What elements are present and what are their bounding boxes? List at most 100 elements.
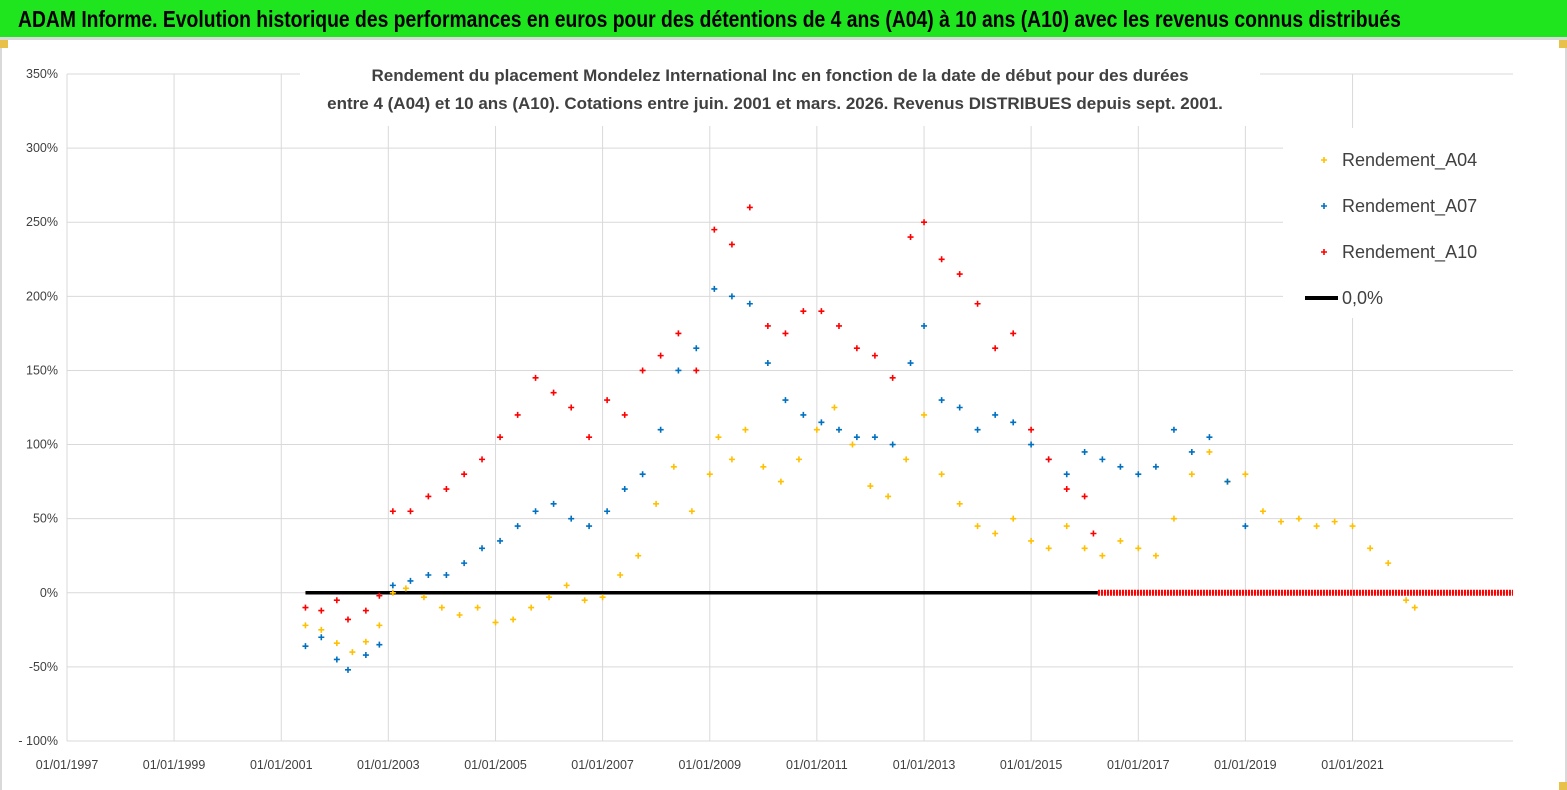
legend-marker [1321, 249, 1327, 255]
data-point [639, 367, 646, 374]
data-point [510, 616, 517, 623]
data-point [443, 486, 450, 493]
data-point [853, 434, 860, 441]
data-point [1045, 545, 1052, 552]
data-point [1188, 448, 1195, 455]
data-point [800, 308, 807, 315]
data-point [1188, 471, 1195, 478]
y-tick-label: 50% [33, 512, 58, 526]
chart-corner-handle[interactable] [0, 40, 8, 48]
data-point [1063, 471, 1070, 478]
x-tick-label: 01/01/2009 [678, 758, 741, 772]
data-point [514, 411, 521, 418]
chart-legend: Rendement_A04 Rendement_A07 Rendement_A10 0… [1283, 128, 1513, 318]
data-point [657, 352, 664, 359]
data-point [675, 330, 682, 337]
data-point [389, 582, 396, 589]
data-point [867, 483, 874, 490]
data-point [889, 441, 896, 448]
y-tick-label: 350% [26, 67, 58, 81]
data-point [800, 411, 807, 418]
data-point [1010, 419, 1017, 426]
data-point [1081, 545, 1088, 552]
y-tick-label: 100% [26, 438, 58, 452]
data-point [1385, 560, 1392, 567]
data-point [795, 456, 802, 463]
x-tick-label: 01/01/2011 [786, 758, 848, 772]
data-point [746, 300, 753, 307]
y-axis: - 100% -50% 0% 50% 100% 150% 200% 250% 300% 350% [18, 67, 58, 748]
series-rendement-a10 [302, 204, 1097, 623]
data-point [1063, 523, 1070, 530]
x-tick-label: 01/01/2019 [1214, 758, 1277, 772]
data-point [550, 389, 557, 396]
data-point [402, 585, 409, 592]
data-point [956, 404, 963, 411]
data-point [599, 594, 606, 601]
data-point [389, 589, 396, 596]
data-point [389, 508, 396, 515]
data-point [670, 463, 677, 470]
data-point [581, 597, 588, 604]
x-tick-label: 01/01/1999 [143, 758, 206, 772]
data-point [728, 456, 735, 463]
data-point [1081, 493, 1088, 500]
data-point [992, 530, 999, 537]
data-point [443, 571, 450, 578]
report-banner: ADAM Informe. Evolution historique des p… [0, 0, 1567, 40]
y-tick-label: 200% [26, 289, 58, 303]
data-point [333, 597, 340, 604]
data-point [706, 471, 713, 478]
data-point [777, 478, 784, 485]
x-tick-label: 01/01/2005 [464, 758, 527, 772]
data-point [420, 594, 427, 601]
data-point [653, 500, 660, 507]
data-point [639, 471, 646, 478]
data-point [1152, 463, 1159, 470]
data-point [1090, 530, 1097, 537]
data-point [617, 571, 624, 578]
y-tick-label: 0% [40, 586, 58, 600]
data-point [992, 345, 999, 352]
data-point [344, 616, 351, 623]
data-point [546, 594, 553, 601]
data-point [782, 397, 789, 404]
data-point [849, 441, 856, 448]
data-point [1224, 478, 1231, 485]
y-tick-label: - 100% [18, 734, 58, 748]
data-point [1117, 537, 1124, 544]
data-point [921, 411, 928, 418]
data-point [938, 256, 945, 263]
data-point [818, 308, 825, 315]
data-point [532, 508, 539, 515]
chart-corner-handle[interactable] [1559, 782, 1567, 790]
data-point [532, 374, 539, 381]
data-point [1010, 515, 1017, 522]
data-point [407, 508, 414, 515]
data-point [568, 515, 575, 522]
data-point [907, 234, 914, 241]
data-point [550, 500, 557, 507]
data-point [760, 463, 767, 470]
data-point [907, 360, 914, 367]
data-point [568, 404, 575, 411]
x-tick-label: 01/01/2015 [1000, 758, 1063, 772]
data-point [1099, 552, 1106, 559]
data-point [742, 426, 749, 433]
series-rendement-a04 [302, 404, 1418, 656]
legend-marker [1321, 157, 1327, 163]
data-point [921, 219, 928, 226]
chart-title-line2: entre 4 (A04) et 10 ans (A10). Cotations… [327, 94, 1223, 113]
data-point [492, 619, 499, 626]
data-point [349, 649, 356, 656]
chart-corner-handle[interactable] [1559, 40, 1567, 48]
data-point [956, 271, 963, 278]
data-point [728, 241, 735, 248]
data-point [831, 404, 838, 411]
data-point [362, 638, 369, 645]
data-point [657, 426, 664, 433]
x-tick-label: 01/01/2007 [571, 758, 634, 772]
data-point [1313, 523, 1320, 530]
data-point [1028, 426, 1035, 433]
